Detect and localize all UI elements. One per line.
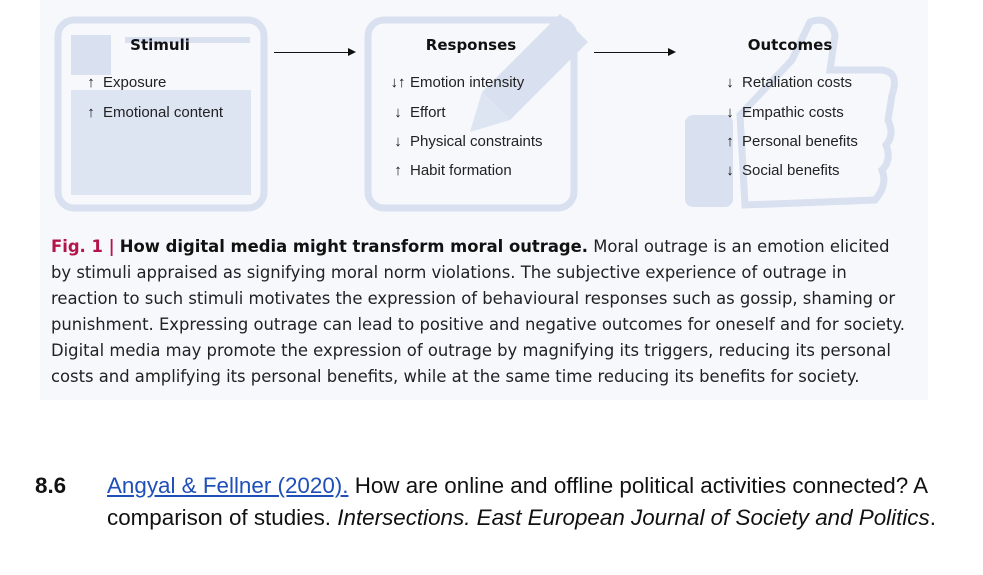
stimuli-item-label: Emotional content bbox=[103, 104, 224, 121]
thumbs-up-icon bbox=[685, 16, 898, 209]
arrow-down-icon: ↓ bbox=[726, 74, 734, 91]
responses-item: ↓ Effort bbox=[386, 104, 446, 121]
stimuli-item: ↑ Emotional content bbox=[79, 104, 223, 121]
stimuli-item-label: Exposure bbox=[103, 74, 167, 91]
reference-end: . bbox=[929, 505, 936, 530]
responses-item-label: Effort bbox=[410, 104, 446, 121]
arrow-down-up-icon: ↓↑ bbox=[390, 74, 406, 91]
arrow-down-icon: ↓ bbox=[726, 104, 734, 121]
reference-entry: 8.6 Angyal & Fellner (2020). How are onl… bbox=[35, 470, 975, 534]
figure-background bbox=[54, 14, 898, 212]
responses-item-label: Physical constraints bbox=[410, 133, 543, 150]
figure-panel: Stimuli ↑ Exposure ↑ Emotional content Res… bbox=[40, 0, 928, 400]
outcomes-column: Outcomes bbox=[670, 36, 910, 54]
outcomes-item: ↓ Empathic costs bbox=[718, 104, 844, 121]
responses-item: ↑ Habit formation bbox=[386, 162, 512, 179]
reference-link[interactable]: Angyal & Fellner (2020). bbox=[107, 473, 349, 498]
responses-heading: Responses bbox=[425, 36, 517, 54]
outcomes-item-label: Retaliation costs bbox=[742, 74, 853, 91]
arrow-up-icon: ↑ bbox=[87, 104, 95, 121]
stimuli-heading: Stimuli bbox=[130, 36, 190, 54]
caption-figure-label: Fig. 1 | bbox=[51, 237, 115, 256]
figure-caption: Fig. 1 | How digital media might transfo… bbox=[51, 234, 911, 390]
pencil-icon bbox=[364, 14, 588, 212]
outcomes-item-label: Social benefits bbox=[742, 162, 840, 179]
outcomes-item: ↑ Personal benefits bbox=[718, 133, 858, 150]
reference-title: How are online and offline political act… bbox=[107, 473, 927, 530]
browser-window-icon bbox=[54, 16, 268, 212]
outcomes-heading: Outcomes bbox=[747, 36, 833, 54]
caption-text: Moral outrage is an emotion elicited by … bbox=[51, 237, 905, 386]
arrow-up-icon: ↑ bbox=[726, 133, 734, 150]
arrow-up-icon: ↑ bbox=[394, 162, 402, 179]
outcomes-item-label: Personal benefits bbox=[742, 133, 858, 150]
stimuli-item: ↑ Exposure bbox=[79, 74, 166, 91]
outcomes-item: ↓ Retaliation costs bbox=[718, 74, 852, 91]
caption-title: How digital media might transform moral … bbox=[119, 237, 588, 256]
arrow-down-icon: ↓ bbox=[394, 104, 402, 121]
arrow-down-icon: ↓ bbox=[726, 162, 734, 179]
responses-item-label: Habit formation bbox=[410, 162, 512, 179]
arrow-responses-to-outcomes bbox=[594, 48, 676, 56]
arrow-stimuli-to-responses bbox=[274, 48, 356, 56]
responses-item: ↓↑ Emotion intensity bbox=[386, 74, 525, 91]
outcomes-item: ↓ Social benefits bbox=[718, 162, 840, 179]
outcomes-item-label: Empathic costs bbox=[742, 104, 844, 121]
responses-item-label: Emotion intensity bbox=[410, 74, 525, 91]
reference-body: Angyal & Fellner (2020). How are online … bbox=[107, 470, 975, 534]
responses-item: ↓ Physical constraints bbox=[386, 133, 543, 150]
reference-journal: Intersections. East European Journal of … bbox=[337, 505, 930, 530]
reference-number: 8.6 bbox=[35, 473, 67, 498]
stimuli-column: Stimuli bbox=[40, 36, 280, 54]
responses-column: Responses bbox=[351, 36, 591, 54]
arrow-down-icon: ↓ bbox=[394, 133, 402, 150]
arrow-up-icon: ↑ bbox=[87, 74, 95, 91]
